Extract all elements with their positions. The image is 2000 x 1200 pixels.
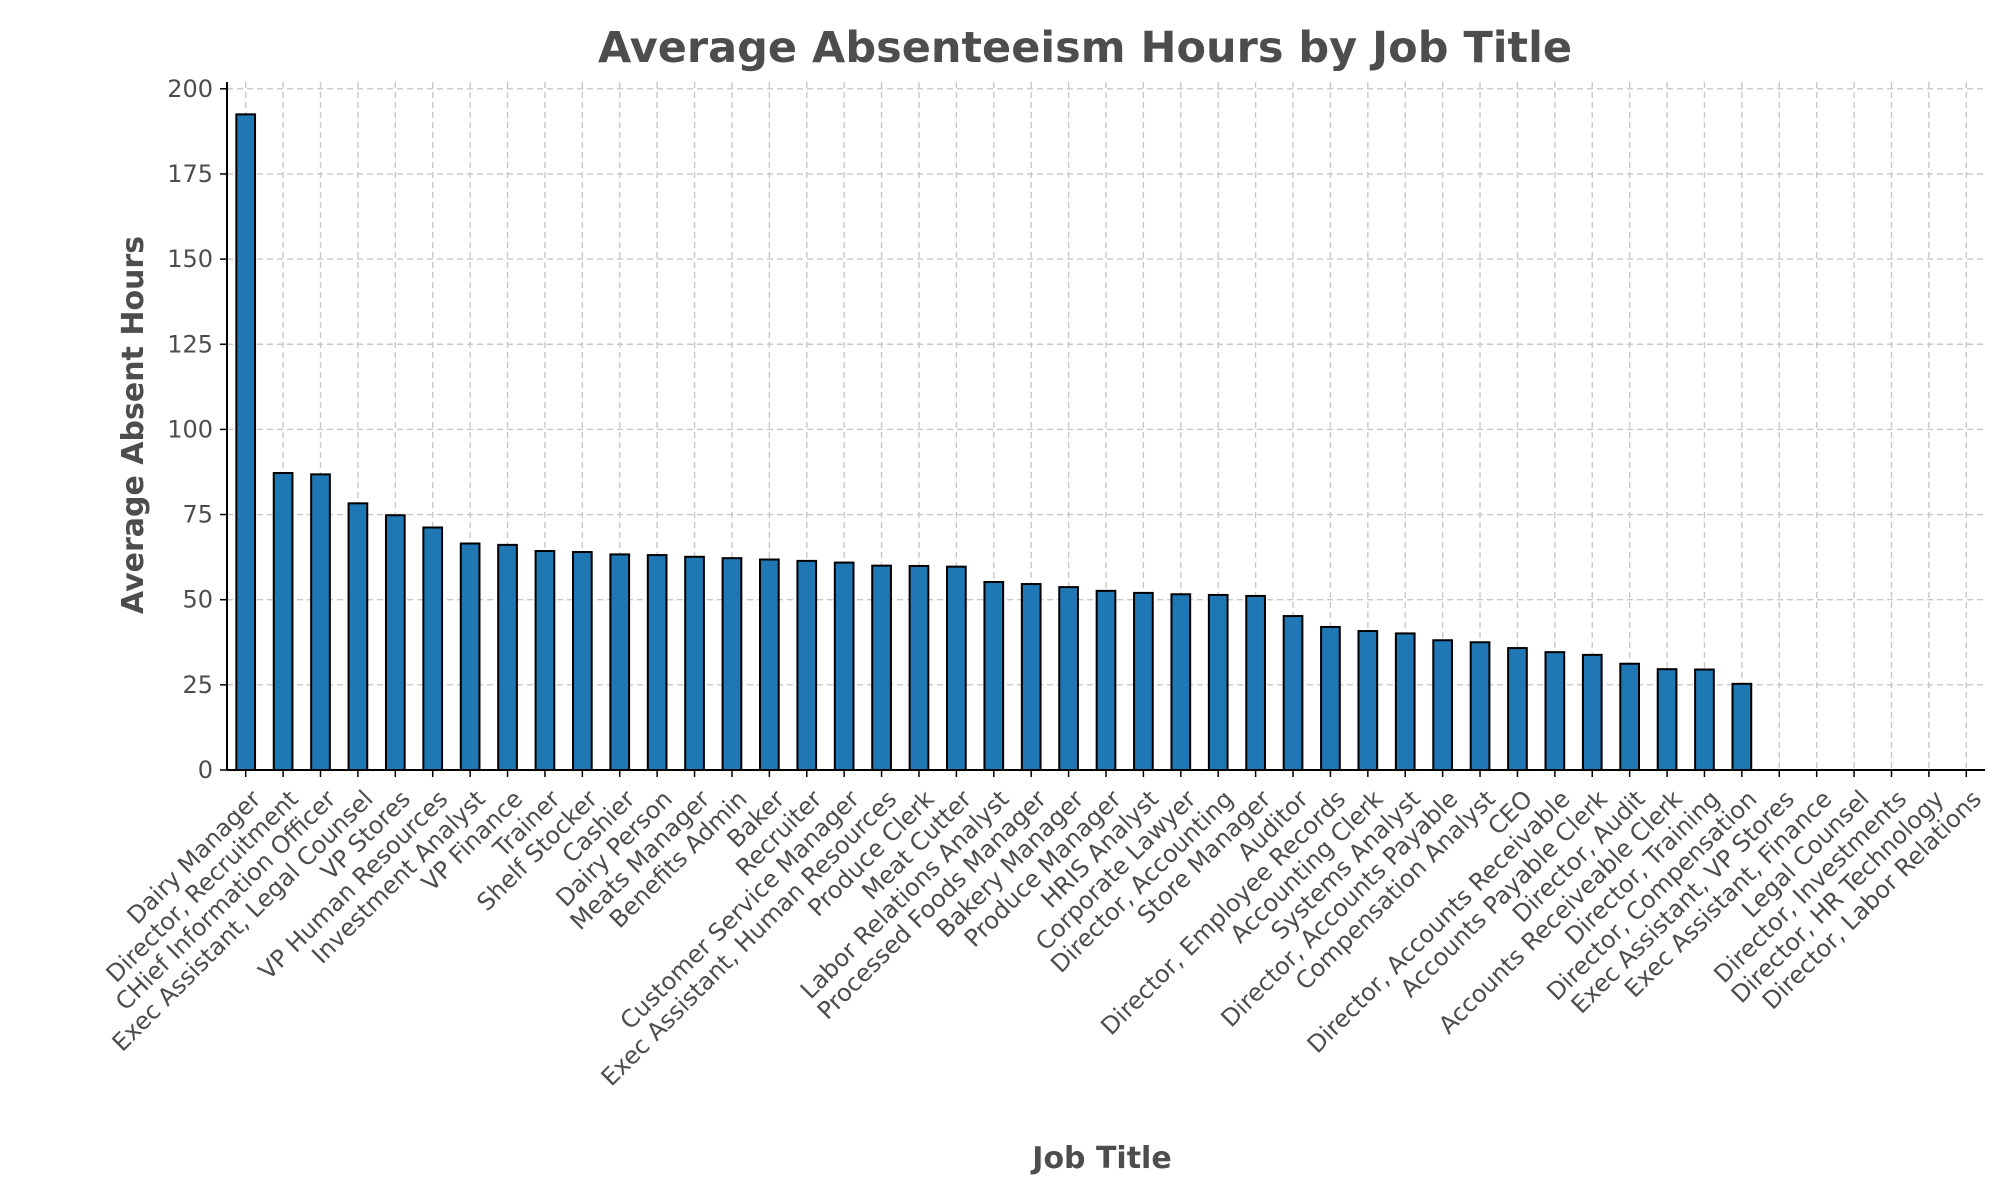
- bar: [1507, 647, 1528, 771]
- bar: [1694, 668, 1715, 772]
- bar: [422, 526, 444, 771]
- bar: [1095, 589, 1117, 772]
- y-tick-labels: 0 25 50 75 100 125 150 175 200: [167, 75, 227, 784]
- bar: [946, 565, 967, 771]
- bar: [347, 502, 369, 771]
- y-tick-label: 25: [182, 671, 213, 699]
- bar: [1731, 682, 1753, 772]
- bar: [908, 564, 930, 771]
- bar: [609, 553, 631, 771]
- bar: [497, 543, 518, 771]
- bar: [721, 557, 743, 772]
- bar: [1207, 593, 1229, 771]
- bar: [1020, 583, 1042, 771]
- bar: [1170, 593, 1192, 772]
- bar: [759, 558, 780, 771]
- bars: [235, 113, 1753, 772]
- bar: [1245, 594, 1266, 771]
- bar: [310, 473, 331, 771]
- y-tick-label: 75: [182, 501, 213, 529]
- y-tick-label: 50: [182, 586, 213, 614]
- chart-title: Average Absenteeism Hours by Job Title: [598, 23, 1572, 73]
- bar: [1133, 591, 1154, 772]
- y-tick-label: 100: [167, 415, 213, 443]
- bar: [983, 580, 1005, 771]
- bar: [684, 555, 705, 772]
- x-axis-label: Job Title: [1030, 1141, 1171, 1176]
- y-tick-label: 200: [167, 75, 213, 103]
- bar: [1581, 653, 1603, 771]
- bar: [534, 549, 556, 772]
- bar: [1394, 632, 1416, 771]
- bar: [871, 564, 892, 771]
- bar: [1058, 586, 1079, 772]
- y-tick-label: 125: [167, 330, 213, 358]
- bar: [1432, 639, 1453, 771]
- bar: [1469, 641, 1491, 771]
- bar: [1282, 615, 1304, 772]
- bar: [1357, 630, 1379, 771]
- bar: [235, 113, 257, 771]
- bar: [1320, 625, 1341, 771]
- bar: [833, 561, 855, 772]
- bar: [1619, 662, 1641, 772]
- y-tick-label: 0: [198, 756, 213, 784]
- bar: [1544, 651, 1566, 772]
- y-tick-label: 150: [167, 245, 213, 273]
- bar: [796, 559, 818, 771]
- bar: [1656, 668, 1678, 771]
- bar: [384, 514, 406, 772]
- y-tick-label: 175: [167, 160, 213, 188]
- bar: [272, 472, 294, 771]
- bar: [459, 542, 481, 771]
- y-axis-label: Average Absent Hours: [116, 236, 151, 614]
- bar: [646, 554, 668, 771]
- bar: [571, 551, 593, 771]
